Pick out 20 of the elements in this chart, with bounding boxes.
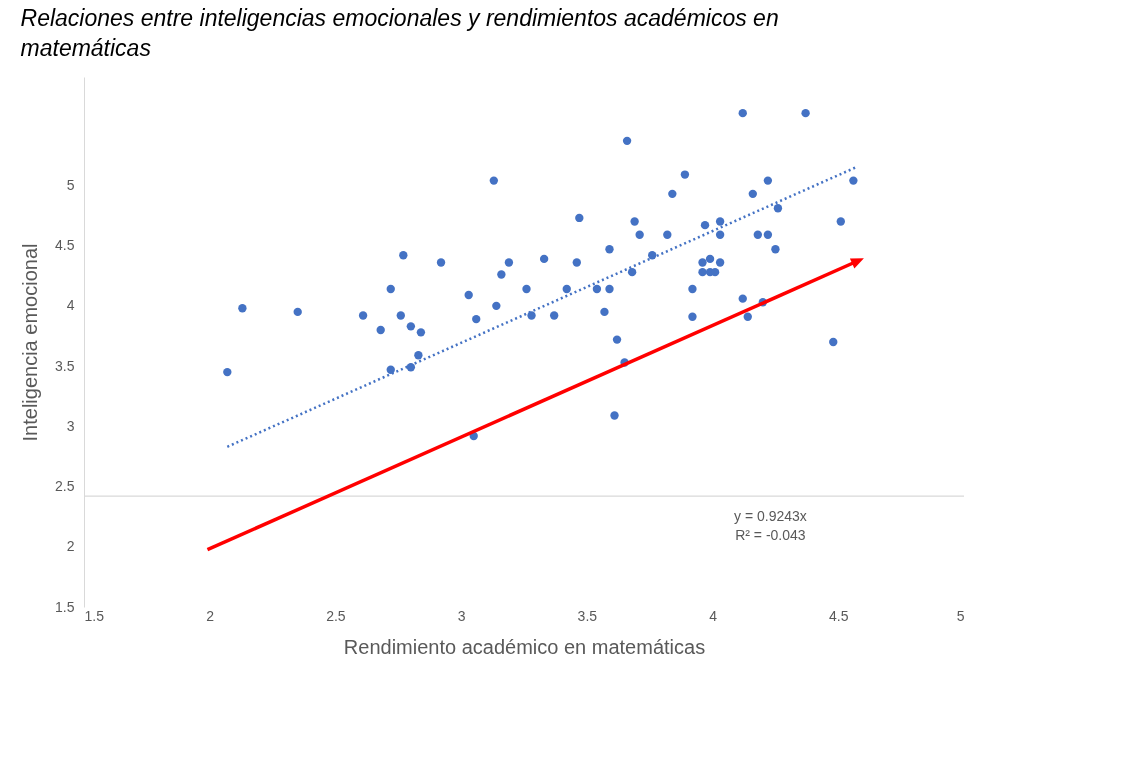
- x-tick-label: 3: [457, 607, 466, 624]
- y-tick-label: 5: [66, 176, 75, 193]
- x-tick-label: 2: [206, 607, 215, 624]
- annotation: y = 0.9243x: [734, 507, 807, 524]
- x-axis-title: Rendimiento académico en matemáticas: [343, 635, 706, 658]
- x-tick-label: 4.5: [829, 607, 849, 624]
- x-tick-label: 2.5: [326, 607, 346, 624]
- y-tick-label: 4.5: [55, 237, 75, 254]
- y-axis-title: Inteligencia emocional: [19, 243, 42, 442]
- y-tick-label: 3: [66, 417, 75, 434]
- y-tick-label: 3.5: [55, 357, 75, 374]
- annotation: R² = -0.043: [735, 526, 806, 543]
- x-tick-label: 5: [956, 607, 965, 624]
- y-tick-label: 4: [66, 297, 75, 314]
- y-tick-label: 2: [66, 538, 75, 555]
- y-tick-label: 2.5: [55, 478, 75, 495]
- chart-title: Relaciones entre inteligencias emocionales y rendimientos académicos en matemáticas: [20, 5, 779, 61]
- x-tick-label: 1.5: [84, 607, 105, 624]
- x-tick-label: 4: [709, 607, 718, 624]
- x-tick-label: 3.5: [577, 607, 598, 624]
